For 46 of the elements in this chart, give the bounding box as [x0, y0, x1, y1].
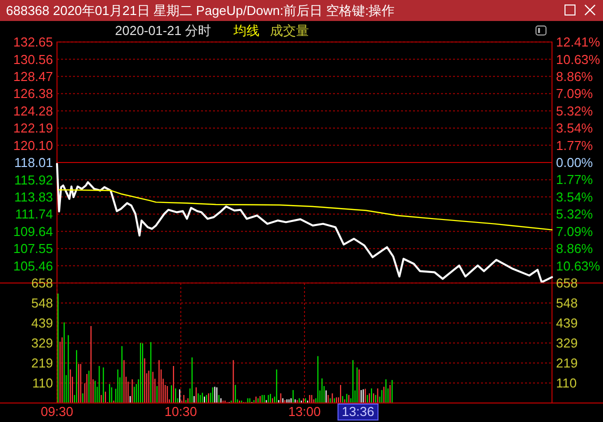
y2-tick-label: 219 — [556, 356, 578, 371]
y2-tick-label: 12.41% — [556, 34, 601, 50]
y-tick-label: 126.38 — [13, 86, 53, 102]
y2-tick-label: 10.63% — [556, 52, 601, 67]
y2-tick-label: 5.32% — [556, 103, 594, 118]
y-tick-label: 107.55 — [13, 241, 53, 256]
y-tick-label: 439 — [31, 315, 53, 330]
y-tick-label: 111.74 — [15, 206, 53, 222]
text: 13:36 — [342, 404, 374, 419]
y-tick-label: 110 — [32, 375, 53, 390]
y-tick-label: 130.56 — [13, 52, 53, 67]
text: 成交量 — [270, 23, 309, 38]
y-tick-label: 128.47 — [13, 68, 53, 84]
x-tick-label: 09:30 — [40, 404, 74, 419]
y-tick-label: 122.19 — [13, 120, 53, 136]
chart-title: 688368 2020年01月21日 星期二 PageUp/Down:前后日 空格键:操作 — [6, 3, 395, 18]
y-tick-label: 120.10 — [13, 138, 53, 153]
y2-tick-label: 439 — [556, 315, 578, 330]
y-tick-label: 548 — [31, 296, 53, 311]
y2-tick-label: 8.86% — [556, 69, 594, 84]
y2-tick-label: 1.77% — [556, 138, 594, 153]
y2-tick-label: 3.54% — [556, 120, 594, 136]
y-tick-label: 113.83 — [14, 189, 53, 204]
y-tick-label: 118.01 — [14, 155, 53, 170]
y2-tick-label: 8.86% — [556, 241, 594, 256]
y-tick-label: 219 — [31, 356, 53, 371]
y2-tick-label: 3.54% — [556, 189, 594, 204]
x-tick-label: 13:00 — [288, 404, 321, 419]
y2-tick-label: 0.00% — [556, 155, 594, 170]
chart-subtitle: 2020-01-21 分时 — [115, 23, 212, 38]
y-tick-label: 124.28 — [13, 103, 53, 118]
y-tick-label: 115.92 — [14, 172, 53, 188]
y2-tick-label: 10.63% — [556, 258, 601, 274]
y2-tick-label: 110 — [556, 375, 577, 390]
y-tick-label: 109.64 — [13, 224, 53, 239]
x-tick-label: 10:30 — [164, 404, 198, 419]
y-tick-label: 105.46 — [13, 258, 53, 274]
y-tick-label: 329 — [31, 336, 53, 351]
y-tick-label: 132.65 — [13, 34, 53, 50]
y2-tick-label: 7.09% — [556, 86, 594, 102]
y2-tick-label: 329 — [556, 336, 578, 351]
y2-tick-label: 1.77% — [556, 172, 594, 188]
y2-tick-label: 7.09% — [556, 224, 594, 239]
text: 均线 — [232, 23, 260, 38]
y2-tick-label: 548 — [556, 296, 578, 311]
y2-tick-label: 5.32% — [556, 206, 594, 222]
